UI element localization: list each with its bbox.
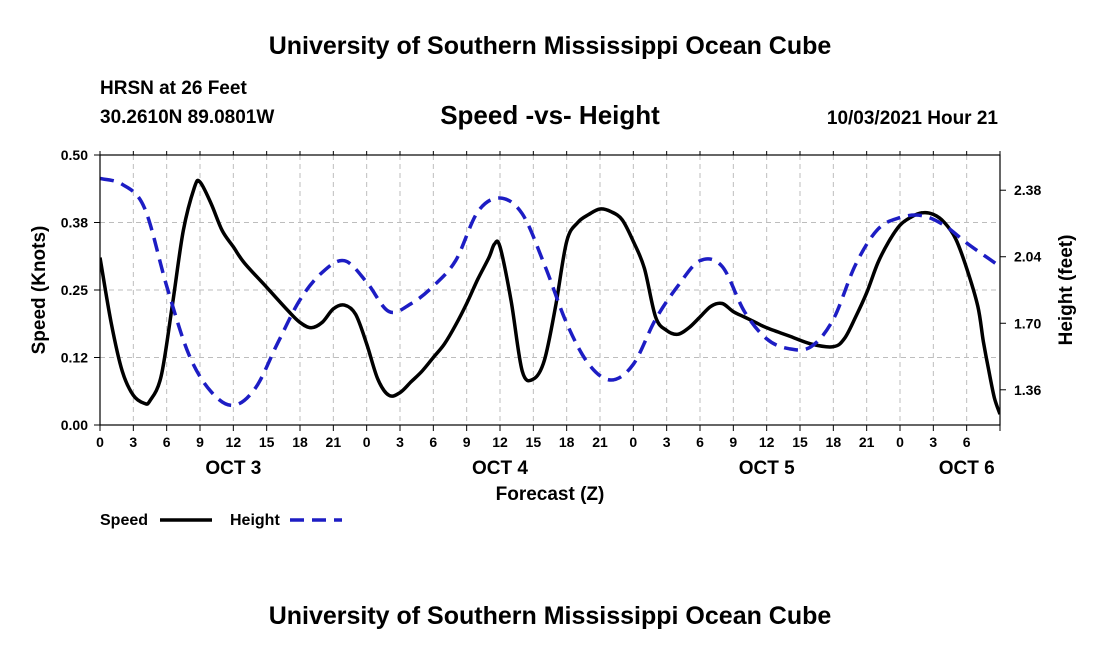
- legend-height-label: Height: [230, 512, 280, 529]
- x-tick-label: 6: [429, 434, 437, 450]
- x-axis-label: Forecast (Z): [496, 484, 605, 505]
- x-tick-label: 6: [963, 434, 971, 450]
- x-tick-label: 3: [663, 434, 671, 450]
- x-tick-label: 3: [396, 434, 404, 450]
- day-label: OCT 4: [472, 458, 528, 479]
- coords-label: 30.2610N 89.0801W: [100, 107, 274, 128]
- x-tick-label: 12: [492, 434, 508, 450]
- y-right-tick-label: 1.36: [1014, 382, 1041, 398]
- top-title: University of Southern Mississippi Ocean…: [269, 32, 832, 60]
- x-tick-label: 3: [929, 434, 937, 450]
- x-tick-label: 3: [129, 434, 137, 450]
- y-right-axis-label: Height (feet): [1056, 235, 1077, 346]
- x-tick-label: 9: [463, 434, 471, 450]
- x-tick-label: 15: [259, 434, 275, 450]
- x-tick-label: 6: [163, 434, 171, 450]
- legend: Speed Height: [100, 512, 342, 529]
- day-label: OCT 3: [205, 458, 261, 479]
- bottom-title: University of Southern Mississippi Ocean…: [269, 602, 832, 630]
- x-tick-label: 6: [696, 434, 704, 450]
- legend-speed-label: Speed: [100, 512, 148, 529]
- y-right-tick-label: 2.38: [1014, 182, 1041, 198]
- gridlines: [99, 154, 1001, 426]
- day-label: OCT 5: [739, 458, 795, 479]
- station-label: HRSN at 26 Feet: [100, 78, 247, 99]
- y-left-tick-label: 0.25: [61, 282, 88, 298]
- series-group: [100, 176, 1000, 415]
- y-left-axis-label: Speed (Knots): [29, 226, 50, 355]
- y-left-tick-label: 0.50: [61, 147, 88, 163]
- x-tick-label: 12: [226, 434, 242, 450]
- x-tick-label: 15: [792, 434, 808, 450]
- chart-title: Speed -vs- Height: [440, 100, 660, 130]
- x-tick-label: 21: [592, 434, 608, 450]
- y-left-tick-label: 0.38: [61, 215, 88, 231]
- y-right-tick-label: 1.70: [1014, 315, 1041, 331]
- x-tick-label: 0: [363, 434, 371, 450]
- speed-series-line: [100, 178, 1000, 415]
- x-tick-label: 0: [896, 434, 904, 450]
- timestamp-label: 10/03/2021 Hour 21: [827, 108, 999, 129]
- y-left-tick-label: 0.00: [61, 417, 88, 433]
- x-tick-label: 12: [759, 434, 775, 450]
- x-tick-label: 18: [292, 434, 308, 450]
- x-tick-label: 9: [196, 434, 204, 450]
- height-series-line: [100, 176, 1000, 408]
- x-tick-label: 0: [96, 434, 104, 450]
- y-right-tick-label: 2.04: [1014, 249, 1041, 265]
- x-tick-label: 21: [326, 434, 342, 450]
- axis-ticks: 0 3 6 9 12 15 18 21 0 3 6 9 12 15 18 21 0 3 6 9 12 15 18 21 0 3 6 O…: [61, 147, 1042, 479]
- x-tick-label: 18: [559, 434, 575, 450]
- x-tick-label: 15: [526, 434, 542, 450]
- x-tick-label: 9: [729, 434, 737, 450]
- day-label: OCT 6: [939, 458, 995, 479]
- x-tick-label: 21: [859, 434, 875, 450]
- y-left-tick-label: 0.12: [61, 350, 88, 366]
- x-tick-label: 0: [629, 434, 637, 450]
- x-tick-label: 18: [826, 434, 842, 450]
